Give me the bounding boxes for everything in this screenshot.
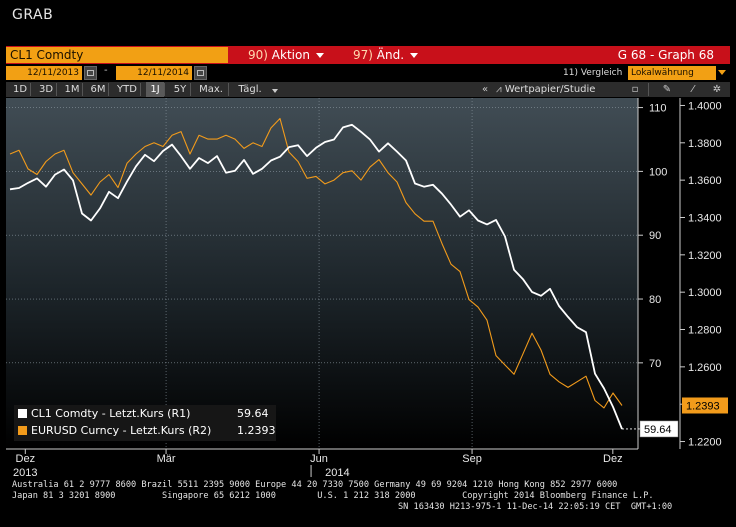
ticker-input[interactable]: CL1 Comdty <box>6 47 228 63</box>
study-label: Wertpapier/Studie <box>504 84 596 95</box>
last-value-label-eurusd: 1.2393 <box>686 400 720 412</box>
line-tool-icon[interactable]: ⁄ <box>692 84 694 95</box>
series-line-cl1 <box>9 123 623 430</box>
toolbar-divider <box>108 83 109 96</box>
change-menu-label: Änd. <box>376 48 405 62</box>
frequency-select[interactable]: Tägl. <box>232 82 268 97</box>
study-button[interactable]: ⩘ Wertpapier/Studie <box>496 82 614 97</box>
x-year-label: 2013 <box>13 467 37 479</box>
legend-entry: CL1 Comdty - Letzt.Kurs (R1) 59.64 <box>18 406 269 422</box>
toolbar-divider <box>140 83 141 96</box>
chevron-down-icon <box>315 53 324 58</box>
last-value-label-cl1: 59.64 <box>644 424 672 436</box>
period-button-1m[interactable]: 1M <box>64 84 80 95</box>
frequency-label: Tägl. <box>238 84 262 95</box>
period-button-3d[interactable]: 3D <box>38 84 54 95</box>
period-button-1j[interactable]: 1J <box>146 82 164 97</box>
chevron-down-icon[interactable] <box>718 70 726 75</box>
tick-label: 70 <box>649 358 661 370</box>
gridlines <box>6 98 638 449</box>
legend-label: EURUSD Curncy - Letzt.Kurs (R2) <box>31 424 212 437</box>
settings-icon[interactable]: ✲ <box>712 84 722 95</box>
start-date-field[interactable]: 12/11/2013 <box>6 66 82 80</box>
period-button-1d[interactable]: 1D <box>12 84 28 95</box>
chart-legend: CL1 Comdty - Letzt.Kurs (R1) 59.64 EURUSD… <box>14 405 276 441</box>
compare-label: Vergleich <box>580 68 623 78</box>
tick-label: 1.3000 <box>688 287 722 299</box>
chevron-down-icon <box>410 53 419 58</box>
x-tick-label: Sep <box>462 453 482 465</box>
tick-label: 1.2800 <box>688 325 722 337</box>
toolbar-divider <box>648 83 649 96</box>
toolbar-divider <box>190 83 191 96</box>
graph-title: G 68 - Graph 68 <box>617 48 714 62</box>
tick-label: 1.2600 <box>688 362 722 374</box>
legend-value: 59.64 <box>237 407 269 420</box>
tick-label: 110 <box>649 103 667 115</box>
x-year-label: 2014 <box>325 467 349 479</box>
toolbar-divider <box>30 83 31 96</box>
period-button-6m[interactable]: 6M <box>90 84 106 95</box>
legend-swatch <box>18 426 27 435</box>
x-tick-label: Mär <box>157 453 176 465</box>
tick-label: 1.4000 <box>688 100 722 112</box>
tick-label: 90 <box>649 230 661 242</box>
action-menu-number: 90) <box>248 48 268 62</box>
tick-label: 1.3600 <box>688 175 722 187</box>
tick-label: 80 <box>649 294 661 306</box>
x-tick-label: Dez <box>603 453 623 465</box>
change-menu-button[interactable]: 97) Änd. <box>353 46 419 64</box>
last-value-box-eurusd <box>682 397 728 414</box>
footer-contacts-line1: Australia 61 2 9777 8600 Brazil 5511 239… <box>12 480 618 490</box>
tick-label: 1.2200 <box>688 437 722 449</box>
x-tick-label: Dez <box>16 453 36 465</box>
tick-label: 1.3800 <box>688 138 722 150</box>
last-value-box-cl1 <box>639 420 679 438</box>
chevron-down-icon[interactable] <box>272 89 278 93</box>
x-tick-label: Jun <box>310 453 328 465</box>
toolbar-divider <box>56 83 57 96</box>
compare-number: 11) <box>563 68 578 78</box>
end-date-field[interactable]: 12/11/2014 <box>116 66 192 80</box>
legend-entry: EURUSD Curncy - Letzt.Kurs (R2) 1.2393 <box>18 423 276 439</box>
calendar-icon[interactable] <box>194 66 207 80</box>
zoom-icon[interactable]: ▫ <box>631 84 639 95</box>
study-icon: ⩘ <box>496 84 502 95</box>
legend-label: CL1 Comdty - Letzt.Kurs (R1) <box>31 407 191 420</box>
tick-label: 1.3400 <box>688 212 722 224</box>
period-toolbar <box>6 82 730 97</box>
period-button-5y[interactable]: 5Y <box>173 84 187 95</box>
date-separator: - <box>104 65 108 76</box>
toolbar-divider <box>164 83 165 96</box>
currency-select[interactable]: Lokalwährung <box>628 66 716 80</box>
toolbar-divider <box>82 83 83 96</box>
legend-value: 1.2393 <box>237 424 276 437</box>
edit-icon[interactable]: ✎ <box>662 84 672 95</box>
period-button-max[interactable]: Max. <box>199 84 223 95</box>
action-menu-button[interactable]: 90) Aktion <box>248 46 324 64</box>
change-menu-number: 97) <box>353 48 373 62</box>
series-line-eurusd <box>9 117 623 409</box>
period-button-ytd[interactable]: YTD <box>117 84 137 95</box>
toolbar-divider <box>228 83 229 96</box>
series-lines <box>9 117 623 430</box>
footer-session-line: SN 163430 H213-975-1 11-Dec-14 22:05:19 … <box>398 502 673 512</box>
footer-contacts-line2: Japan 81 3 3201 8900 Singapore 65 6212 1… <box>12 491 654 501</box>
legend-swatch <box>18 409 27 418</box>
right-axis-2: 1.22001.24001.26001.28001.30001.32001.34… <box>679 98 722 449</box>
action-menu-label: Aktion <box>271 48 310 62</box>
x-axis: Dez Mär Jun Sep Dez 2013 2014 <box>6 448 638 479</box>
right-axis-1: 70 80 90 100 110 <box>637 98 667 449</box>
window-title: GRAB <box>12 7 54 23</box>
last-value-markers: 59.64 1.2393 <box>622 397 728 438</box>
calendar-icon[interactable] <box>84 66 97 80</box>
collapse-icon[interactable]: « <box>481 84 489 95</box>
tick-label: 1.3200 <box>688 250 722 262</box>
plot-area <box>6 98 638 449</box>
compare-button[interactable]: 11) Vergleich <box>563 66 622 80</box>
tick-label: 100 <box>649 166 667 178</box>
